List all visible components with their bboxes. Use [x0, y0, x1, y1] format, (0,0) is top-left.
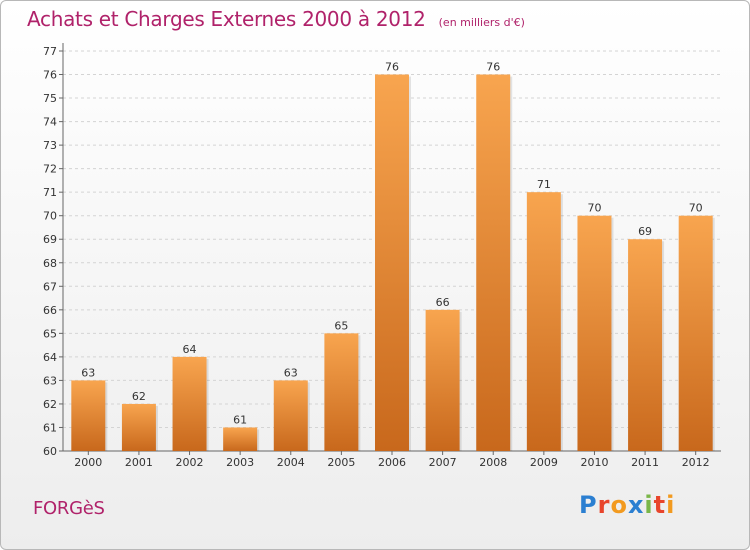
bar: [273, 380, 308, 451]
proxiti-logo: Proxiti: [579, 491, 675, 519]
y-tick-label: 65: [43, 327, 57, 340]
y-tick-label: 62: [43, 398, 57, 411]
logo-letter: r: [597, 491, 611, 519]
bar: [476, 74, 511, 451]
chart-subtitle: (en milliers d'€): [438, 16, 525, 29]
logo-letter: i: [644, 491, 654, 519]
y-tick-label: 67: [43, 280, 57, 293]
data-label: 76: [486, 61, 500, 74]
data-label: 65: [334, 319, 348, 332]
bar: [375, 74, 409, 451]
logo-letter: t: [653, 491, 667, 519]
bar: [121, 403, 156, 451]
y-tick-label: 75: [43, 92, 57, 105]
y-tick-label: 76: [43, 69, 57, 82]
y-tick-label: 74: [43, 116, 57, 129]
logo-letter: x: [627, 491, 645, 519]
bar: [577, 215, 612, 451]
bar: [223, 427, 258, 451]
x-tick-label: 2007: [429, 456, 457, 469]
bar: [425, 309, 460, 451]
x-tick-label: 2004: [277, 456, 305, 469]
data-label: 63: [81, 366, 95, 379]
data-label: 62: [132, 390, 146, 403]
y-tick-label: 73: [43, 139, 57, 152]
y-tick-label: 64: [43, 351, 57, 364]
data-label: 66: [436, 296, 450, 309]
chart-title: Achats et Charges Externes 2000 à 2012: [27, 7, 426, 31]
y-tick-label: 72: [43, 163, 57, 176]
bars: [71, 74, 715, 452]
y-tick-label: 66: [43, 304, 57, 317]
data-label: 71: [537, 178, 551, 191]
data-label: 64: [183, 343, 197, 356]
x-tick-label: 2000: [74, 456, 102, 469]
data-label: 69: [638, 225, 652, 238]
y-tick-label: 71: [43, 186, 57, 199]
bar: [628, 239, 663, 451]
labels: 63 2000 62 2001 64 2002 61 2003 63 2004 65 2005 76 20…: [74, 61, 709, 469]
y-tick-label: 69: [43, 233, 57, 246]
commune-name: FORGèS: [33, 498, 105, 519]
data-label: 70: [587, 202, 601, 215]
x-tick-label: 2001: [125, 456, 153, 469]
bar: [172, 356, 207, 451]
chart-header: Achats et Charges Externes 2000 à 2012 (…: [27, 7, 525, 31]
bar: [324, 333, 359, 451]
x-tick-label: 2011: [631, 456, 659, 469]
data-label: 76: [385, 61, 399, 74]
y-tick-label: 61: [43, 421, 57, 434]
y-tick-label: 63: [43, 374, 57, 387]
x-tick-label: 2010: [580, 456, 608, 469]
logo-letter: P: [579, 491, 598, 519]
logo-letter: o: [610, 491, 628, 519]
bar: [71, 380, 106, 451]
x-tick-label: 2008: [479, 456, 507, 469]
data-label: 61: [233, 413, 247, 426]
x-tick-label: 2003: [226, 456, 254, 469]
bar: [526, 192, 561, 452]
data-label: 70: [689, 202, 703, 215]
x-tick-label: 2005: [327, 456, 355, 469]
x-tick-label: 2006: [378, 456, 406, 469]
logo-letter: i: [666, 491, 676, 519]
bar: [678, 215, 713, 451]
y-tick-label: 70: [43, 210, 57, 223]
x-tick-label: 2012: [682, 456, 710, 469]
data-label: 63: [284, 366, 298, 379]
x-tick-label: 2009: [530, 456, 558, 469]
x-tick-label: 2002: [176, 456, 204, 469]
y-tick-label: 68: [43, 257, 57, 270]
y-tick-label: 60: [43, 445, 57, 458]
y-tick-label: 77: [43, 45, 57, 58]
